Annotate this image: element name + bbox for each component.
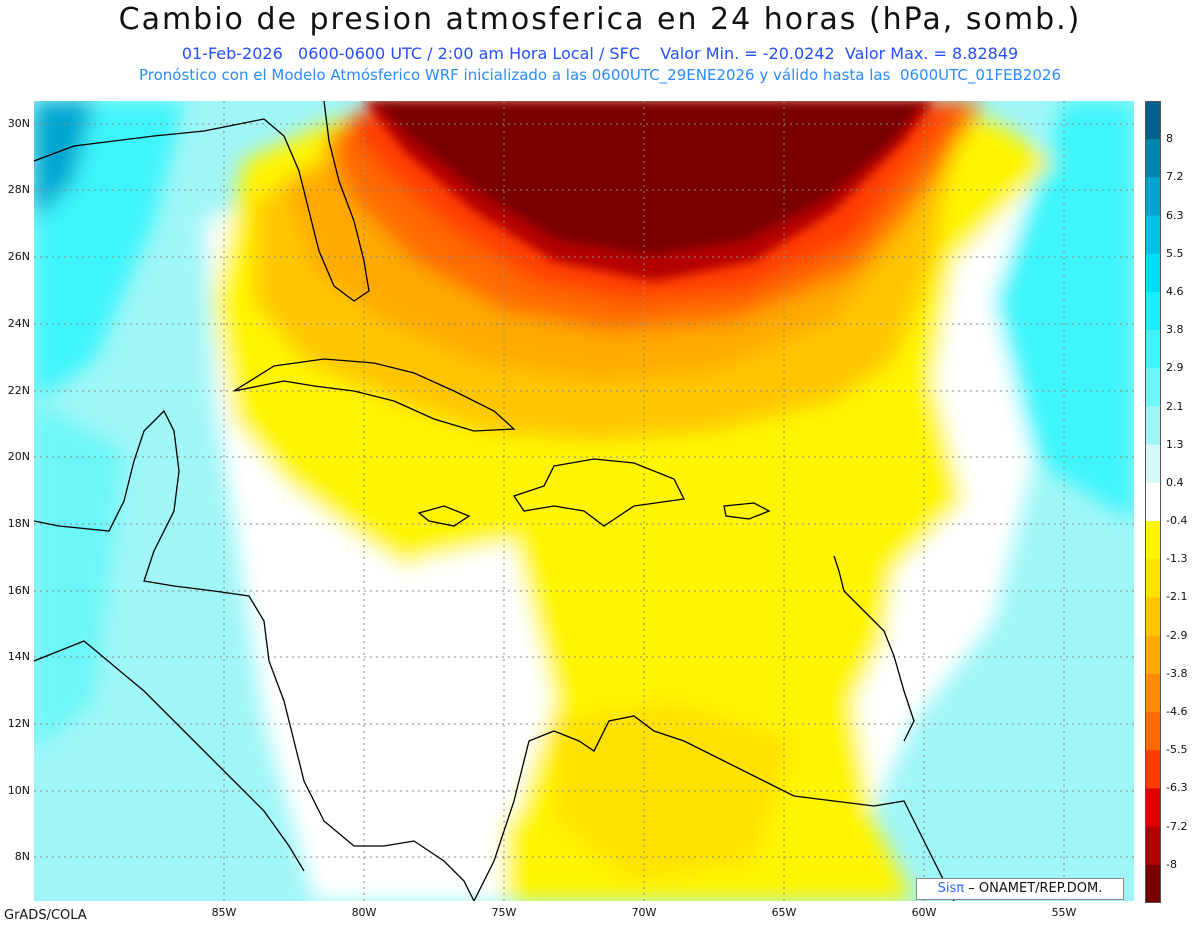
- colorbar-label: 1.3: [1166, 437, 1184, 451]
- lon-label: 65W: [771, 906, 797, 919]
- lat-label: 26N: [7, 250, 30, 263]
- colorbar-swatch: [1145, 559, 1161, 598]
- lon-label: 80W: [351, 906, 377, 919]
- lat-label: 16N: [7, 584, 30, 597]
- lat-label: 30N: [7, 117, 30, 130]
- colorbar-label: 8: [1166, 132, 1173, 146]
- lat-label: 20N: [7, 450, 30, 463]
- lon-label: 60W: [911, 906, 937, 919]
- coastlines: [34, 101, 955, 901]
- lat-label: 8N: [14, 850, 30, 863]
- colorbar-label: -0.4: [1166, 514, 1188, 528]
- colorbar-label: -3.8: [1166, 666, 1188, 680]
- colorbar-swatch: [1145, 330, 1161, 369]
- credit-text: – ONAMET/REP.DOM.: [968, 881, 1103, 896]
- subtitle-model-info: Pronóstico con el Modelo Atmósferico WRF…: [138, 66, 1062, 84]
- colorbar-swatch: [1145, 826, 1161, 866]
- colorbar-label: -8: [1166, 857, 1177, 871]
- colorbar-label: 7.2: [1166, 170, 1184, 184]
- colorbar-label: -1.3: [1166, 552, 1188, 566]
- colorbar-swatch: [1145, 139, 1161, 178]
- lat-label: 14N: [7, 650, 30, 663]
- lon-label: 75W: [491, 906, 517, 919]
- colorbar-swatch: [1145, 406, 1161, 446]
- colorbar-label: -7.2: [1166, 819, 1188, 833]
- colorbar-swatch: [1145, 101, 1161, 140]
- lon-label: 55W: [1051, 906, 1077, 919]
- lat-label: 18N: [7, 517, 30, 530]
- colorbar-swatch: [1145, 177, 1161, 217]
- colorbar-label: 3.8: [1166, 323, 1184, 337]
- colorbar-swatch: [1145, 253, 1161, 293]
- colorbar-swatch: [1145, 788, 1161, 828]
- colorbar-label: -6.3: [1166, 781, 1188, 795]
- colorbar-swatch: [1145, 368, 1161, 408]
- colorbar-label: 2.9: [1166, 361, 1184, 375]
- colorbar-label: 0.4: [1166, 475, 1184, 489]
- colorbar-swatch: [1145, 291, 1161, 331]
- colorbar-label: 2.1: [1166, 399, 1184, 413]
- grads-label: GrADS/COLA: [4, 908, 87, 923]
- map-grid: [34, 101, 1134, 901]
- colorbar-label: 5.5: [1166, 246, 1184, 260]
- map-title: Cambio de presion atmosferica en 24 hora…: [118, 2, 1082, 37]
- lat-label: 22N: [7, 384, 30, 397]
- colorbar-label: -5.5: [1166, 743, 1188, 757]
- lat-label: 10N: [7, 784, 30, 797]
- colorbar-label: 4.6: [1166, 284, 1184, 298]
- credit-box: Sisπ – ONAMET/REP.DOM.: [916, 878, 1124, 900]
- lon-label: 85W: [211, 906, 237, 919]
- pressure-change-map: [34, 101, 1134, 901]
- colorbar-swatch: [1145, 215, 1161, 255]
- colorbar-swatch: [1145, 444, 1161, 484]
- colorbar-label: 6.3: [1166, 208, 1184, 222]
- colorbar-swatch: [1145, 521, 1161, 560]
- colorbar-swatch: [1145, 482, 1161, 522]
- colorbar-swatch: [1145, 712, 1161, 751]
- lon-label: 70W: [631, 906, 657, 919]
- colorbar-border: [1145, 101, 1161, 903]
- lat-label: 24N: [7, 317, 30, 330]
- colorbar-swatch: [1145, 597, 1161, 637]
- colorbar-label: -4.6: [1166, 705, 1188, 719]
- colorbar-swatch: [1145, 864, 1161, 903]
- colorbar-label: -2.1: [1166, 590, 1188, 604]
- lat-label: 12N: [7, 717, 30, 730]
- colorbar: [1145, 101, 1161, 903]
- lat-label: 28N: [7, 183, 30, 196]
- colorbar-swatch: [1145, 673, 1161, 713]
- colorbar-swatch: [1145, 750, 1161, 789]
- credit-logo: Sisπ: [937, 881, 965, 896]
- colorbar-label: -2.9: [1166, 628, 1188, 642]
- subtitle-date-range: 01-Feb-2026 0600-0600 UTC / 2:00 am Hora…: [181, 44, 1019, 63]
- colorbar-swatch: [1145, 635, 1161, 675]
